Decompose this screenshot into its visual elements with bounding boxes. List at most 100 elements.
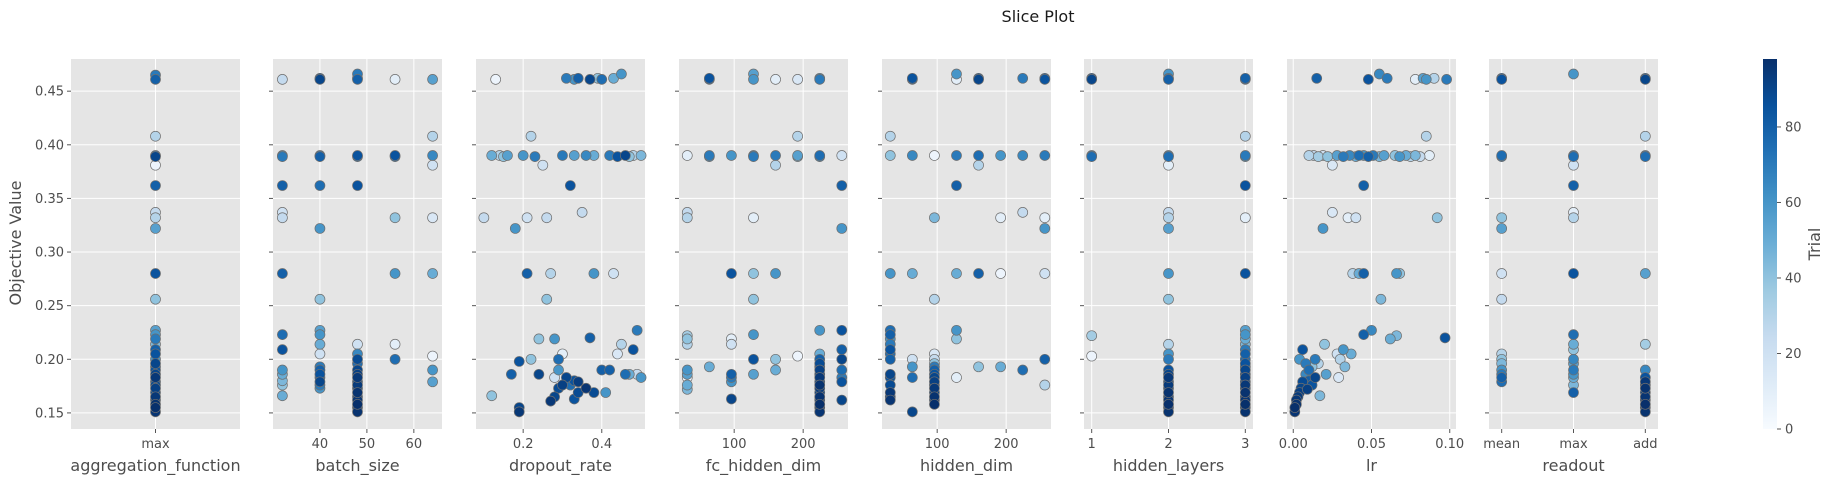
data-point	[1568, 151, 1579, 162]
data-point	[1163, 353, 1174, 365]
data-point	[951, 324, 962, 336]
data-point	[929, 150, 940, 161]
data-point	[884, 150, 896, 161]
data-point	[1039, 353, 1051, 365]
data-point	[884, 394, 896, 406]
data-point	[150, 358, 161, 369]
data-point	[770, 364, 781, 376]
data-point	[1163, 398, 1174, 410]
data-point	[906, 406, 918, 418]
data-point	[726, 393, 737, 405]
data-point	[584, 332, 596, 344]
data-point	[584, 74, 596, 85]
data-point	[681, 150, 693, 161]
data-point	[1639, 398, 1651, 410]
data-point	[973, 150, 984, 161]
x-tick-label: add	[1633, 437, 1657, 452]
data-point	[277, 364, 288, 376]
data-point	[596, 74, 608, 85]
data-point	[1039, 379, 1051, 391]
data-point	[631, 324, 643, 336]
data-point	[884, 344, 896, 355]
data-point	[150, 268, 161, 279]
data-point	[389, 353, 401, 365]
data-point	[1322, 151, 1334, 162]
data-point	[1568, 364, 1579, 376]
data-point	[748, 293, 759, 305]
data-point	[389, 268, 401, 279]
data-point	[1568, 338, 1579, 350]
data-point	[525, 130, 537, 142]
y-axis-label: Objective Value	[6, 181, 25, 306]
data-point	[1239, 348, 1251, 360]
data-point	[557, 150, 568, 161]
data-point	[1431, 212, 1443, 224]
panel-fc_hidden_dim: 100 200 fc_hidden_dim	[675, 59, 848, 476]
data-point	[1568, 212, 1579, 224]
data-point	[427, 74, 438, 85]
data-point	[929, 398, 940, 410]
data-point	[1327, 159, 1338, 171]
data-point	[1163, 151, 1174, 162]
data-point	[1350, 212, 1362, 224]
data-point	[836, 223, 848, 234]
data-point	[792, 130, 803, 142]
data-point	[748, 212, 759, 224]
data-point	[427, 364, 438, 376]
data-point	[541, 212, 553, 224]
colorbar: Trial 0 20 40 60 80	[1763, 59, 1824, 438]
x-tick-label: 1	[1088, 437, 1096, 452]
x-axis-label: dropout_rate	[509, 456, 612, 476]
data-point	[1339, 361, 1351, 373]
data-point	[973, 361, 984, 373]
colorbar-label: Trial	[1805, 228, 1824, 262]
y-tick-label: 0.45	[35, 85, 64, 100]
x-tick-label: 100	[925, 437, 950, 452]
data-point	[884, 329, 896, 340]
data-point	[814, 379, 826, 391]
colorbar-tick-label: 0	[1785, 423, 1793, 438]
data-point	[1420, 74, 1432, 85]
data-point	[836, 344, 848, 355]
data-point	[150, 333, 161, 345]
colorbar-gradient	[1763, 59, 1777, 429]
data-point	[1239, 268, 1251, 279]
data-point	[1439, 332, 1451, 344]
data-point	[1163, 387, 1174, 398]
data-point	[352, 387, 363, 398]
data-point	[1568, 329, 1579, 340]
data-point	[1314, 390, 1326, 402]
panel-aggregation_function: 0.15 0.20 0.25 0.30 0.35 0.40 0.45 max aggregati…	[35, 59, 241, 476]
data-point	[352, 150, 363, 161]
data-point	[1375, 293, 1387, 305]
data-point	[814, 74, 826, 85]
data-point	[1039, 268, 1051, 279]
data-point	[1309, 372, 1321, 383]
data-point	[1568, 268, 1579, 279]
data-point	[770, 74, 781, 85]
data-point	[314, 151, 326, 162]
data-point	[1017, 150, 1029, 161]
data-point	[929, 212, 940, 224]
data-point	[1568, 353, 1579, 365]
data-point	[814, 324, 826, 336]
data-point	[906, 150, 918, 161]
data-point	[1639, 382, 1651, 394]
data-point	[1384, 333, 1396, 345]
data-point	[1239, 212, 1251, 224]
data-point	[814, 150, 826, 161]
data-point	[836, 353, 848, 365]
x-axis-label: lr	[1366, 456, 1377, 475]
data-point	[836, 324, 848, 336]
data-point	[1086, 350, 1098, 362]
data-point	[277, 180, 288, 191]
data-point	[549, 333, 560, 345]
data-point	[995, 212, 1006, 224]
data-point	[681, 379, 693, 391]
data-point	[1441, 74, 1452, 85]
data-point	[1163, 372, 1174, 383]
data-point	[314, 180, 326, 191]
data-point	[150, 151, 161, 162]
data-point	[726, 338, 737, 350]
data-point	[726, 150, 737, 161]
